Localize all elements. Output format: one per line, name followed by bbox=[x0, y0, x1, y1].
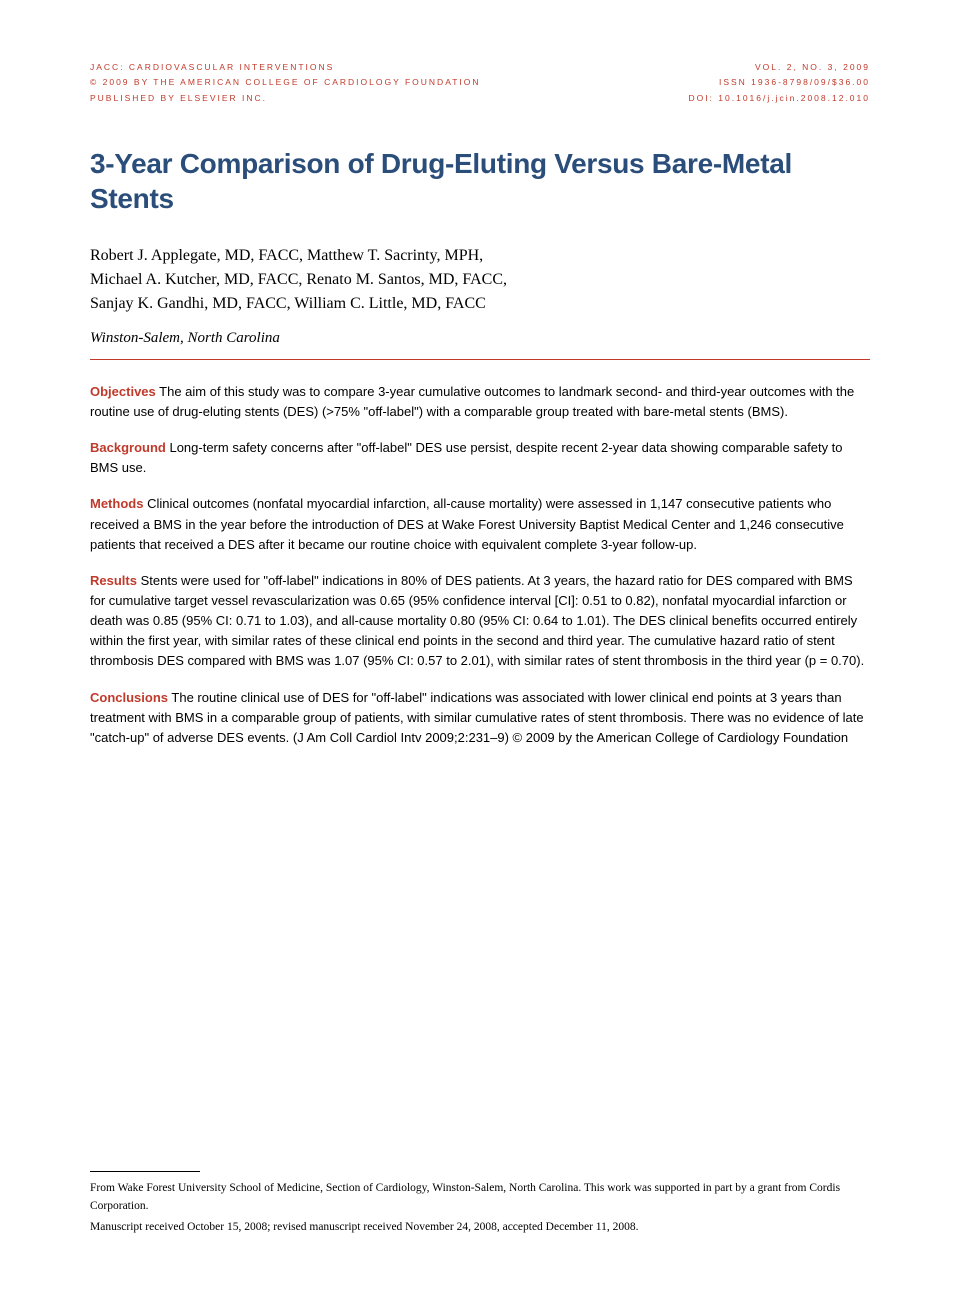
results-text: Stents were used for "off-label" indicat… bbox=[90, 573, 864, 669]
footnote-affiliation: From Wake Forest University School of Me… bbox=[90, 1180, 870, 1215]
divider-rule bbox=[90, 359, 870, 360]
objectives-text: The aim of this study was to compare 3-y… bbox=[90, 384, 854, 419]
author-list: Robert J. Applegate, MD, FACC, Matthew T… bbox=[90, 244, 870, 316]
authors-line-1: Robert J. Applegate, MD, FACC, Matthew T… bbox=[90, 244, 870, 268]
header-volume: VOL. 2, NO. 3, 2009 bbox=[688, 60, 870, 75]
footnote-block: From Wake Forest University School of Me… bbox=[90, 1171, 870, 1240]
header-issn: ISSN 1936-8798/09/$36.00 bbox=[688, 75, 870, 90]
abstract-block: Objectives The aim of this study was to … bbox=[90, 382, 870, 748]
header-right: VOL. 2, NO. 3, 2009 ISSN 1936-8798/09/$3… bbox=[688, 60, 870, 106]
authors-line-3: Sanjay K. Gandhi, MD, FACC, William C. L… bbox=[90, 292, 870, 316]
background-label: Background bbox=[90, 440, 166, 455]
background-text: Long-term safety concerns after "off-lab… bbox=[90, 440, 843, 475]
methods-text: Clinical outcomes (nonfatal myocardial i… bbox=[90, 496, 844, 551]
abstract-conclusions: Conclusions The routine clinical use of … bbox=[90, 688, 870, 748]
header-copyright: © 2009 BY THE AMERICAN COLLEGE OF CARDIO… bbox=[90, 75, 481, 90]
conclusions-text: The routine clinical use of DES for "off… bbox=[90, 690, 864, 745]
results-label: Results bbox=[90, 573, 137, 588]
abstract-background: Background Long-term safety concerns aft… bbox=[90, 438, 870, 478]
abstract-objectives: Objectives The aim of this study was to … bbox=[90, 382, 870, 422]
footnote-manuscript-dates: Manuscript received October 15, 2008; re… bbox=[90, 1219, 870, 1236]
article-title: 3-Year Comparison of Drug-Eluting Versus… bbox=[90, 146, 870, 216]
header-doi: DOI: 10.1016/j.jcin.2008.12.010 bbox=[688, 91, 870, 106]
affiliation-location: Winston-Salem, North Carolina bbox=[90, 330, 870, 347]
footnote-rule bbox=[90, 1171, 200, 1172]
abstract-results: Results Stents were used for "off-label"… bbox=[90, 571, 870, 672]
authors-line-2: Michael A. Kutcher, MD, FACC, Renato M. … bbox=[90, 268, 870, 292]
objectives-label: Objectives bbox=[90, 384, 156, 399]
header-left: JACC: CARDIOVASCULAR INTERVENTIONS © 200… bbox=[90, 60, 481, 106]
journal-header: JACC: CARDIOVASCULAR INTERVENTIONS © 200… bbox=[90, 60, 870, 106]
header-journal-name: JACC: CARDIOVASCULAR INTERVENTIONS bbox=[90, 60, 481, 75]
methods-label: Methods bbox=[90, 496, 143, 511]
abstract-methods: Methods Clinical outcomes (nonfatal myoc… bbox=[90, 494, 870, 554]
conclusions-label: Conclusions bbox=[90, 690, 168, 705]
header-publisher: PUBLISHED BY ELSEVIER INC. bbox=[90, 91, 481, 106]
